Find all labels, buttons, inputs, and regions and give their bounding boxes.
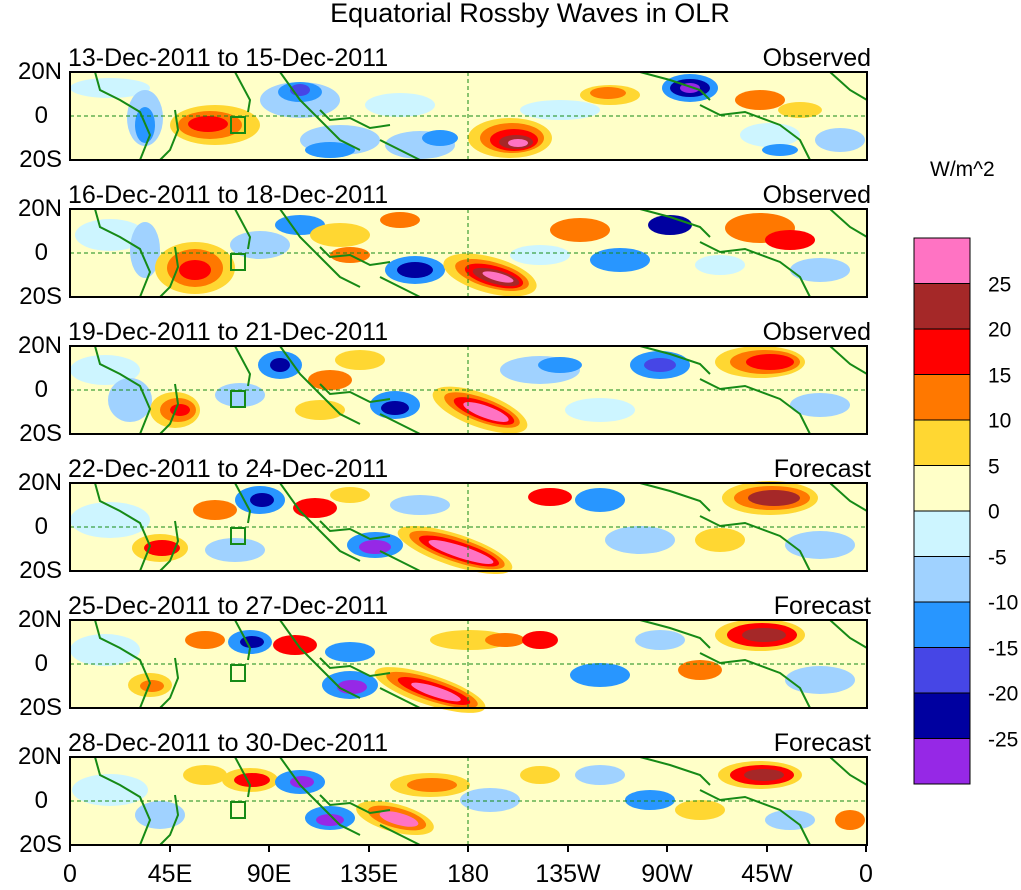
- lat-label-eq: 0: [34, 650, 48, 677]
- colorbar-label: -5: [988, 546, 1007, 570]
- coastlines: [94, 756, 868, 846]
- colorbar-label: -25: [988, 728, 1019, 752]
- colorbar-swatch: [913, 283, 971, 330]
- map-panel-6: [69, 756, 868, 846]
- lon-label-135e: 135E: [339, 860, 399, 888]
- lat-label-eq: 0: [34, 513, 48, 540]
- panel-3-date: 19-Dec-2011 to 21-Dec-2011: [68, 318, 389, 346]
- olr-anomaly-field: [70, 74, 865, 159]
- colorbar-label: 15: [988, 364, 1012, 388]
- lat-label-20n: 20N: [17, 332, 62, 359]
- lat-label-20n: 20N: [17, 58, 62, 85]
- map-panel-3: [69, 345, 868, 435]
- colorbar-swatch: [913, 738, 971, 785]
- lat-label-20n: 20N: [17, 195, 62, 222]
- colorbar-label: 0: [988, 500, 1000, 524]
- colorbar-swatch: [913, 647, 971, 694]
- lat-label-20n: 20N: [17, 606, 62, 633]
- colorbar-label: -15: [988, 637, 1019, 661]
- lat-label-20s: 20S: [19, 831, 62, 858]
- lat-label-20s: 20S: [19, 694, 62, 721]
- colorbar-label: 25: [988, 273, 1012, 297]
- coastlines: [94, 482, 868, 572]
- map-panel-1: [69, 71, 868, 161]
- colorbar-label: 20: [988, 318, 1012, 342]
- map-panel-2: [69, 208, 868, 298]
- figure-title: Equatorial Rossby Waves in OLR: [330, 0, 730, 28]
- colorbar-label: 10: [988, 409, 1012, 433]
- olr-anomaly-field: [70, 346, 850, 434]
- panel-2-status: Observed: [762, 181, 871, 209]
- panel-4-status: Forecast: [773, 455, 871, 483]
- colorbar-swatch: [913, 601, 971, 648]
- lon-label-90w: 90W: [641, 860, 693, 888]
- colorbar-swatch: [913, 465, 971, 512]
- lon-label-45e: 45E: [147, 860, 193, 888]
- panel-2-date: 16-Dec-2011 to 18-Dec-2011: [68, 181, 389, 209]
- coastlines: [94, 208, 868, 298]
- olr-anomaly-field: [70, 619, 855, 713]
- map-panel-4: [69, 481, 868, 574]
- lat-label-20n: 20N: [17, 743, 62, 770]
- lon-label-0: 0: [63, 860, 77, 888]
- lon-label-90e: 90E: [246, 860, 292, 888]
- lon-label-0-end: 0: [859, 860, 873, 888]
- lat-label-20s: 20S: [19, 557, 62, 584]
- lon-label-135w: 135W: [535, 860, 601, 888]
- colorbar-label: -10: [988, 591, 1019, 615]
- lat-label-eq: 0: [34, 376, 48, 403]
- coastlines: [94, 619, 868, 709]
- panel-1-status: Observed: [762, 44, 871, 72]
- colorbar-swatch: [913, 237, 971, 284]
- colorbar-swatch: [913, 328, 971, 375]
- lon-label-45w: 45W: [741, 860, 793, 888]
- map-panel-5: [69, 619, 868, 713]
- lon-ticks: [69, 845, 867, 852]
- colorbar-swatch: [913, 510, 971, 557]
- colorbar-units: W/m^2: [930, 158, 995, 181]
- lat-label-20s: 20S: [19, 146, 62, 173]
- panel-6-date: 28-Dec-2011 to 30-Dec-2011: [68, 729, 389, 757]
- lon-label-180: 180: [447, 860, 489, 888]
- lat-label-eq: 0: [34, 102, 48, 129]
- colorbar-swatch: [913, 556, 971, 603]
- panel-5-status: Forecast: [773, 592, 871, 620]
- panel-5-date: 25-Dec-2011 to 27-Dec-2011: [68, 592, 389, 620]
- coastlines: [94, 71, 868, 161]
- olr-anomaly-field: [70, 481, 855, 574]
- lat-label-eq: 0: [34, 239, 48, 266]
- colorbar-label: 5: [988, 455, 1000, 479]
- colorbar-swatch: [913, 692, 971, 739]
- panel-1-date: 13-Dec-2011 to 15-Dec-2011: [68, 44, 389, 72]
- olr-anomaly-field: [72, 761, 865, 836]
- colorbar-label: -20: [988, 682, 1019, 706]
- panel-3-status: Observed: [762, 318, 871, 346]
- colorbar-swatch: [913, 419, 971, 466]
- coastlines: [94, 345, 868, 435]
- olr-anomaly-field: [75, 212, 850, 297]
- panel-4-date: 22-Dec-2011 to 24-Dec-2011: [68, 455, 389, 483]
- lat-label-20n: 20N: [17, 469, 62, 496]
- lat-label-eq: 0: [34, 787, 48, 814]
- panel-6-status: Forecast: [773, 729, 871, 757]
- lat-label-20s: 20S: [19, 283, 62, 310]
- lat-label-20s: 20S: [19, 420, 62, 447]
- colorbar-swatch: [913, 374, 971, 421]
- colorbar: [913, 237, 971, 785]
